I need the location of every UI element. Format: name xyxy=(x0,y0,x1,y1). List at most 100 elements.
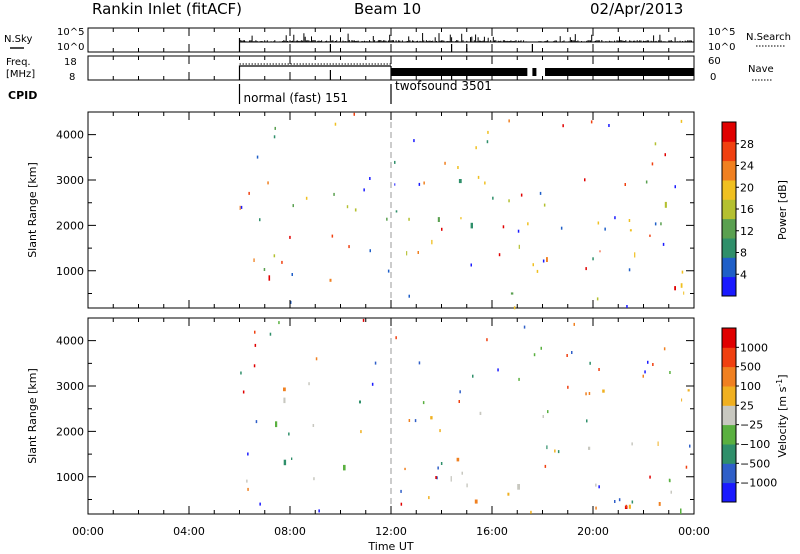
scatter-cell xyxy=(274,126,276,130)
scatter-cell xyxy=(472,374,474,378)
scatter-cell xyxy=(395,336,397,340)
frequency-panel: Freq. [MHz] 18 8 60 0 Nave xyxy=(6,55,774,83)
nave-label: Nave xyxy=(748,64,774,75)
scatter-cell xyxy=(273,254,276,258)
colorbar-swatch xyxy=(722,386,736,406)
scatter-cell xyxy=(588,392,591,395)
scatter-cell xyxy=(680,119,683,123)
beam-title: Beam 10 xyxy=(354,0,421,18)
scatter-cell xyxy=(566,354,568,357)
noise-left-tick-top: 10^5 xyxy=(57,27,84,38)
x-tick-label: 16:00 xyxy=(476,525,508,538)
scatter-cell xyxy=(435,476,437,479)
scatter-cell xyxy=(517,229,520,233)
power-panel-frame xyxy=(87,111,695,309)
scatter-cell xyxy=(497,368,499,372)
colorbar-tick-label: 16 xyxy=(740,203,754,216)
scatter-cell xyxy=(475,146,477,150)
scatter-cell xyxy=(348,245,350,249)
scatter-cell xyxy=(428,496,430,500)
scatter-cell xyxy=(242,390,245,394)
scatter-cell xyxy=(546,445,548,450)
scatter-cell xyxy=(369,177,371,180)
scatter-cell xyxy=(363,188,365,192)
frequency-band-block xyxy=(532,68,537,76)
scatter-cell xyxy=(371,382,374,386)
colorbar-tick-label: 8 xyxy=(740,247,747,260)
colorbar-swatch xyxy=(722,424,736,445)
scatter-cell xyxy=(629,229,632,232)
scatter-cell xyxy=(406,251,408,256)
noise-left-label: N.Sky xyxy=(4,34,32,45)
colorbar-swatch xyxy=(722,347,736,368)
scatter-cell xyxy=(513,306,516,310)
scatter-cell xyxy=(386,217,388,221)
scatter-cell xyxy=(595,483,597,487)
scatter-cell xyxy=(387,269,390,273)
velocity-colorbar: 1000 500 100 25 −25 −100 −500 −1000 xyxy=(721,327,777,503)
scatter-cell xyxy=(649,234,651,237)
scatter-cell xyxy=(670,490,672,494)
scatter-cell xyxy=(253,258,255,262)
scatter-cell xyxy=(269,332,272,336)
power-panel: 1000 2000 3000 4000 Slant Range [km] 4 8 12 16… xyxy=(26,111,789,310)
station-title: Rankin Inlet (fitACF) xyxy=(92,0,242,18)
date-title: 02/Apr/2013 xyxy=(590,0,683,18)
colorbar-tick-label: 12 xyxy=(740,225,754,238)
scatter-cell xyxy=(461,471,463,475)
scatter-cell xyxy=(520,193,523,197)
scatter-cell xyxy=(278,321,280,325)
velocity-colorbar-exponent: -1 xyxy=(775,379,784,387)
scatter-cell xyxy=(408,294,410,298)
scatter-cell xyxy=(394,160,396,164)
noise-left-tick-bottom: 10^0 xyxy=(57,42,84,53)
scatter-cell xyxy=(647,360,649,364)
scatter-cell xyxy=(626,305,628,308)
scatter-cell xyxy=(645,180,648,184)
scatter-cell xyxy=(400,502,403,506)
scatter-cell xyxy=(431,239,433,245)
frequency-band-block xyxy=(545,68,694,76)
scatter-cell xyxy=(408,419,411,422)
scatter-cell xyxy=(422,401,425,405)
scatter-cell xyxy=(651,162,654,166)
nave-right-tick-bottom: 0 xyxy=(710,72,716,83)
scatter-cell xyxy=(450,476,452,482)
scatter-cell xyxy=(418,361,421,365)
scatter-cell xyxy=(477,175,480,179)
scatter-cell xyxy=(663,347,666,351)
scatter-cell xyxy=(395,210,398,213)
colorbar-tick-label: 25 xyxy=(740,399,754,412)
scatter-cell xyxy=(562,124,564,128)
scatter-cell xyxy=(544,464,547,468)
frequency-label-line2: [MHz] xyxy=(6,69,35,80)
colorbar-swatch xyxy=(722,328,736,348)
scatter-cell xyxy=(460,217,462,220)
colorbar-tick-label: 4 xyxy=(740,268,747,281)
scatter-cell xyxy=(292,204,294,208)
scatter-cell xyxy=(598,485,600,489)
scatter-cell xyxy=(685,465,688,469)
velocity-ylabel: Slant Range [km] xyxy=(26,368,39,464)
scatter-cell xyxy=(546,257,548,262)
scatter-cell xyxy=(486,140,489,144)
time-axis-label: Time UT xyxy=(367,540,413,553)
velocity-panel: 1000 2000 3000 4000 Slant Range [km] 1000 50… xyxy=(26,317,789,515)
scatter-cell xyxy=(360,430,362,434)
scatter-cell xyxy=(680,508,682,514)
scatter-cell xyxy=(444,161,446,165)
scatter-cell xyxy=(604,227,606,231)
scatter-cell xyxy=(413,139,415,143)
scatter-cell xyxy=(333,192,335,196)
scatter-cell xyxy=(318,509,320,513)
frequency-left-tick-top: 18 xyxy=(64,57,77,68)
velocity-colorbar-bracket: ] xyxy=(776,374,789,378)
scatter-cell xyxy=(273,135,276,139)
velocity-panel-frame xyxy=(87,317,695,515)
y-tick-label: 4000 xyxy=(56,335,84,348)
scatter-cell xyxy=(510,292,514,295)
scatter-cell xyxy=(414,419,417,423)
scatter-cell xyxy=(440,462,443,465)
scatter-cell xyxy=(660,222,662,226)
